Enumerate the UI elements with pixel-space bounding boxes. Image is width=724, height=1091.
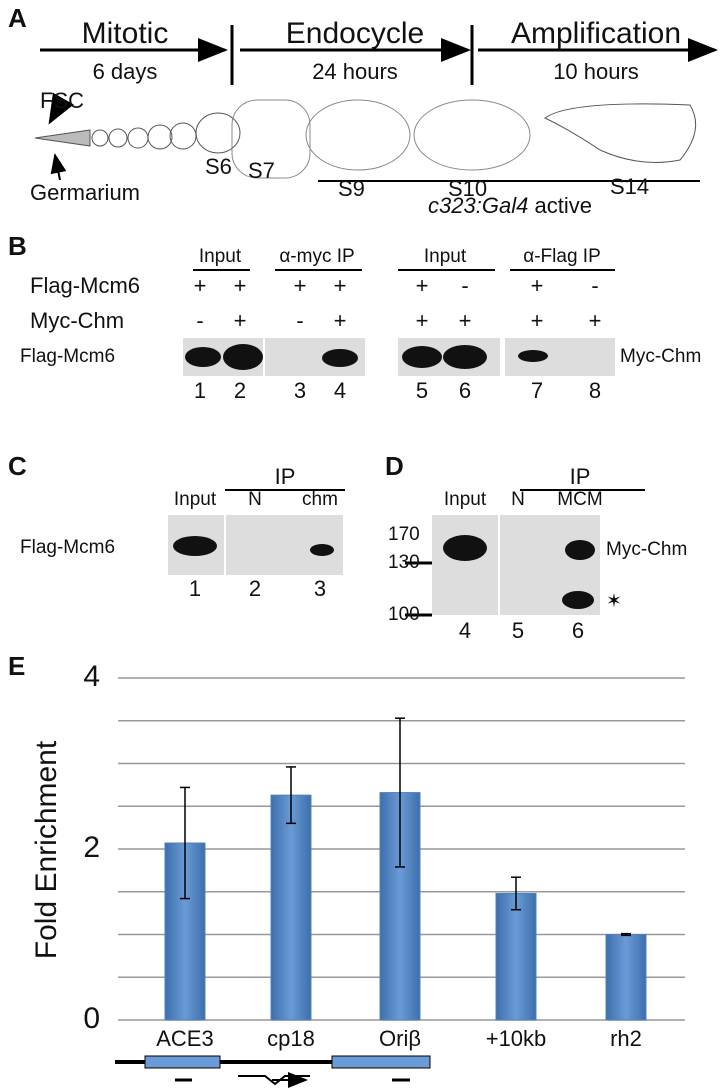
x-tick-label: ACE3 bbox=[156, 1026, 213, 1051]
stage-label: S6 bbox=[205, 154, 232, 179]
x-tick-label: Oriβ bbox=[379, 1026, 421, 1051]
panel-a-art bbox=[34, 25, 718, 182]
lane-number: 7 bbox=[531, 378, 543, 403]
column-label: N bbox=[248, 489, 262, 510]
stage-duration: 24 hours bbox=[312, 59, 398, 84]
sign: - bbox=[296, 308, 303, 333]
band-label: Myc-Chm bbox=[606, 539, 687, 560]
sign: + bbox=[531, 308, 544, 333]
driver-name: c323:Gal4 bbox=[428, 193, 528, 218]
row-label: Flag-Mcm6 bbox=[30, 273, 140, 298]
column-label: Input bbox=[444, 489, 487, 510]
sign: + bbox=[334, 273, 347, 298]
blot-label: Myc-Chm bbox=[620, 346, 701, 367]
lane-number: 1 bbox=[189, 576, 201, 601]
blot-label: Flag-Mcm6 bbox=[20, 537, 115, 558]
lane-number: 4 bbox=[459, 618, 471, 643]
stage-label: S14 bbox=[610, 174, 649, 199]
stage-name: Mitotic bbox=[82, 17, 169, 50]
panel-label: B bbox=[8, 231, 27, 261]
group-label: α-myc IP bbox=[279, 246, 354, 267]
size-marker: 100 bbox=[388, 604, 420, 625]
blots bbox=[168, 269, 645, 617]
lane-number: 4 bbox=[334, 378, 346, 403]
lane-number: 2 bbox=[249, 576, 261, 601]
sign: - bbox=[196, 308, 203, 333]
lane-number: 5 bbox=[512, 618, 524, 643]
sign: + bbox=[234, 273, 247, 298]
y-tick-label: 2 bbox=[83, 831, 100, 864]
x-tick-label: cp18 bbox=[267, 1026, 315, 1051]
stage-label: S9 bbox=[338, 176, 365, 201]
driver-note: active bbox=[534, 193, 591, 218]
group-label: Input bbox=[199, 246, 242, 267]
cell-label: FSC bbox=[40, 88, 84, 113]
sign: + bbox=[334, 308, 347, 333]
group-label: α-Flag IP bbox=[523, 246, 601, 267]
stage-duration: 6 days bbox=[93, 59, 158, 84]
lane-number: 6 bbox=[572, 618, 584, 643]
sign: + bbox=[531, 273, 544, 298]
group-label: Input bbox=[424, 246, 467, 267]
sign: - bbox=[591, 273, 598, 298]
group-label: IP bbox=[275, 464, 296, 489]
sign: - bbox=[461, 273, 468, 298]
stage-duration: 10 hours bbox=[553, 59, 639, 84]
y-axis-title: Fold Enrichment bbox=[30, 740, 63, 959]
panel-label: D bbox=[385, 451, 404, 481]
panel-label: A bbox=[8, 3, 27, 33]
x-tick-label: rh2 bbox=[610, 1026, 642, 1051]
sign: + bbox=[234, 308, 247, 333]
blot-label: Flag-Mcm6 bbox=[20, 346, 115, 367]
lane-number: 3 bbox=[314, 576, 326, 601]
stage-name: Endocycle bbox=[286, 17, 424, 50]
driver: c323:Gal4 active bbox=[428, 193, 592, 218]
size-marker: 130 bbox=[388, 552, 420, 573]
column-label: N bbox=[511, 489, 525, 510]
lane-number: 2 bbox=[234, 378, 246, 403]
sign: + bbox=[294, 273, 307, 298]
panel-label: C bbox=[8, 451, 27, 481]
bar bbox=[605, 934, 647, 1021]
sign: + bbox=[459, 308, 472, 333]
bar bbox=[495, 892, 537, 1021]
sign: + bbox=[416, 308, 429, 333]
lane-number: 6 bbox=[459, 378, 471, 403]
y-tick-label: 4 bbox=[83, 660, 100, 693]
stage-name: Amplification bbox=[511, 17, 681, 50]
lane-number: 3 bbox=[294, 378, 306, 403]
stage-label: S7 bbox=[248, 158, 275, 183]
stage-label: S10 bbox=[448, 176, 487, 201]
size-marker: 170 bbox=[388, 524, 420, 545]
lane-number: 5 bbox=[416, 378, 428, 403]
column-label: MCM bbox=[557, 489, 602, 510]
row-label: Myc-Chm bbox=[30, 308, 124, 333]
lane-number: 1 bbox=[194, 378, 206, 403]
sign: + bbox=[194, 273, 207, 298]
sign: + bbox=[589, 308, 602, 333]
x-tick-label: +10kb bbox=[486, 1026, 547, 1051]
group-label: IP bbox=[570, 464, 591, 489]
cell-label: Germarium bbox=[30, 180, 140, 205]
column-label: chm bbox=[302, 489, 338, 510]
bar bbox=[270, 794, 312, 1021]
y-tick-label: 0 bbox=[83, 1002, 100, 1035]
panel-label: E bbox=[8, 651, 25, 681]
gene-map bbox=[115, 1055, 431, 1088]
star: ✶ bbox=[606, 591, 622, 612]
sign: + bbox=[416, 273, 429, 298]
column-label: Input bbox=[174, 489, 217, 510]
lane-number: 8 bbox=[589, 378, 601, 403]
